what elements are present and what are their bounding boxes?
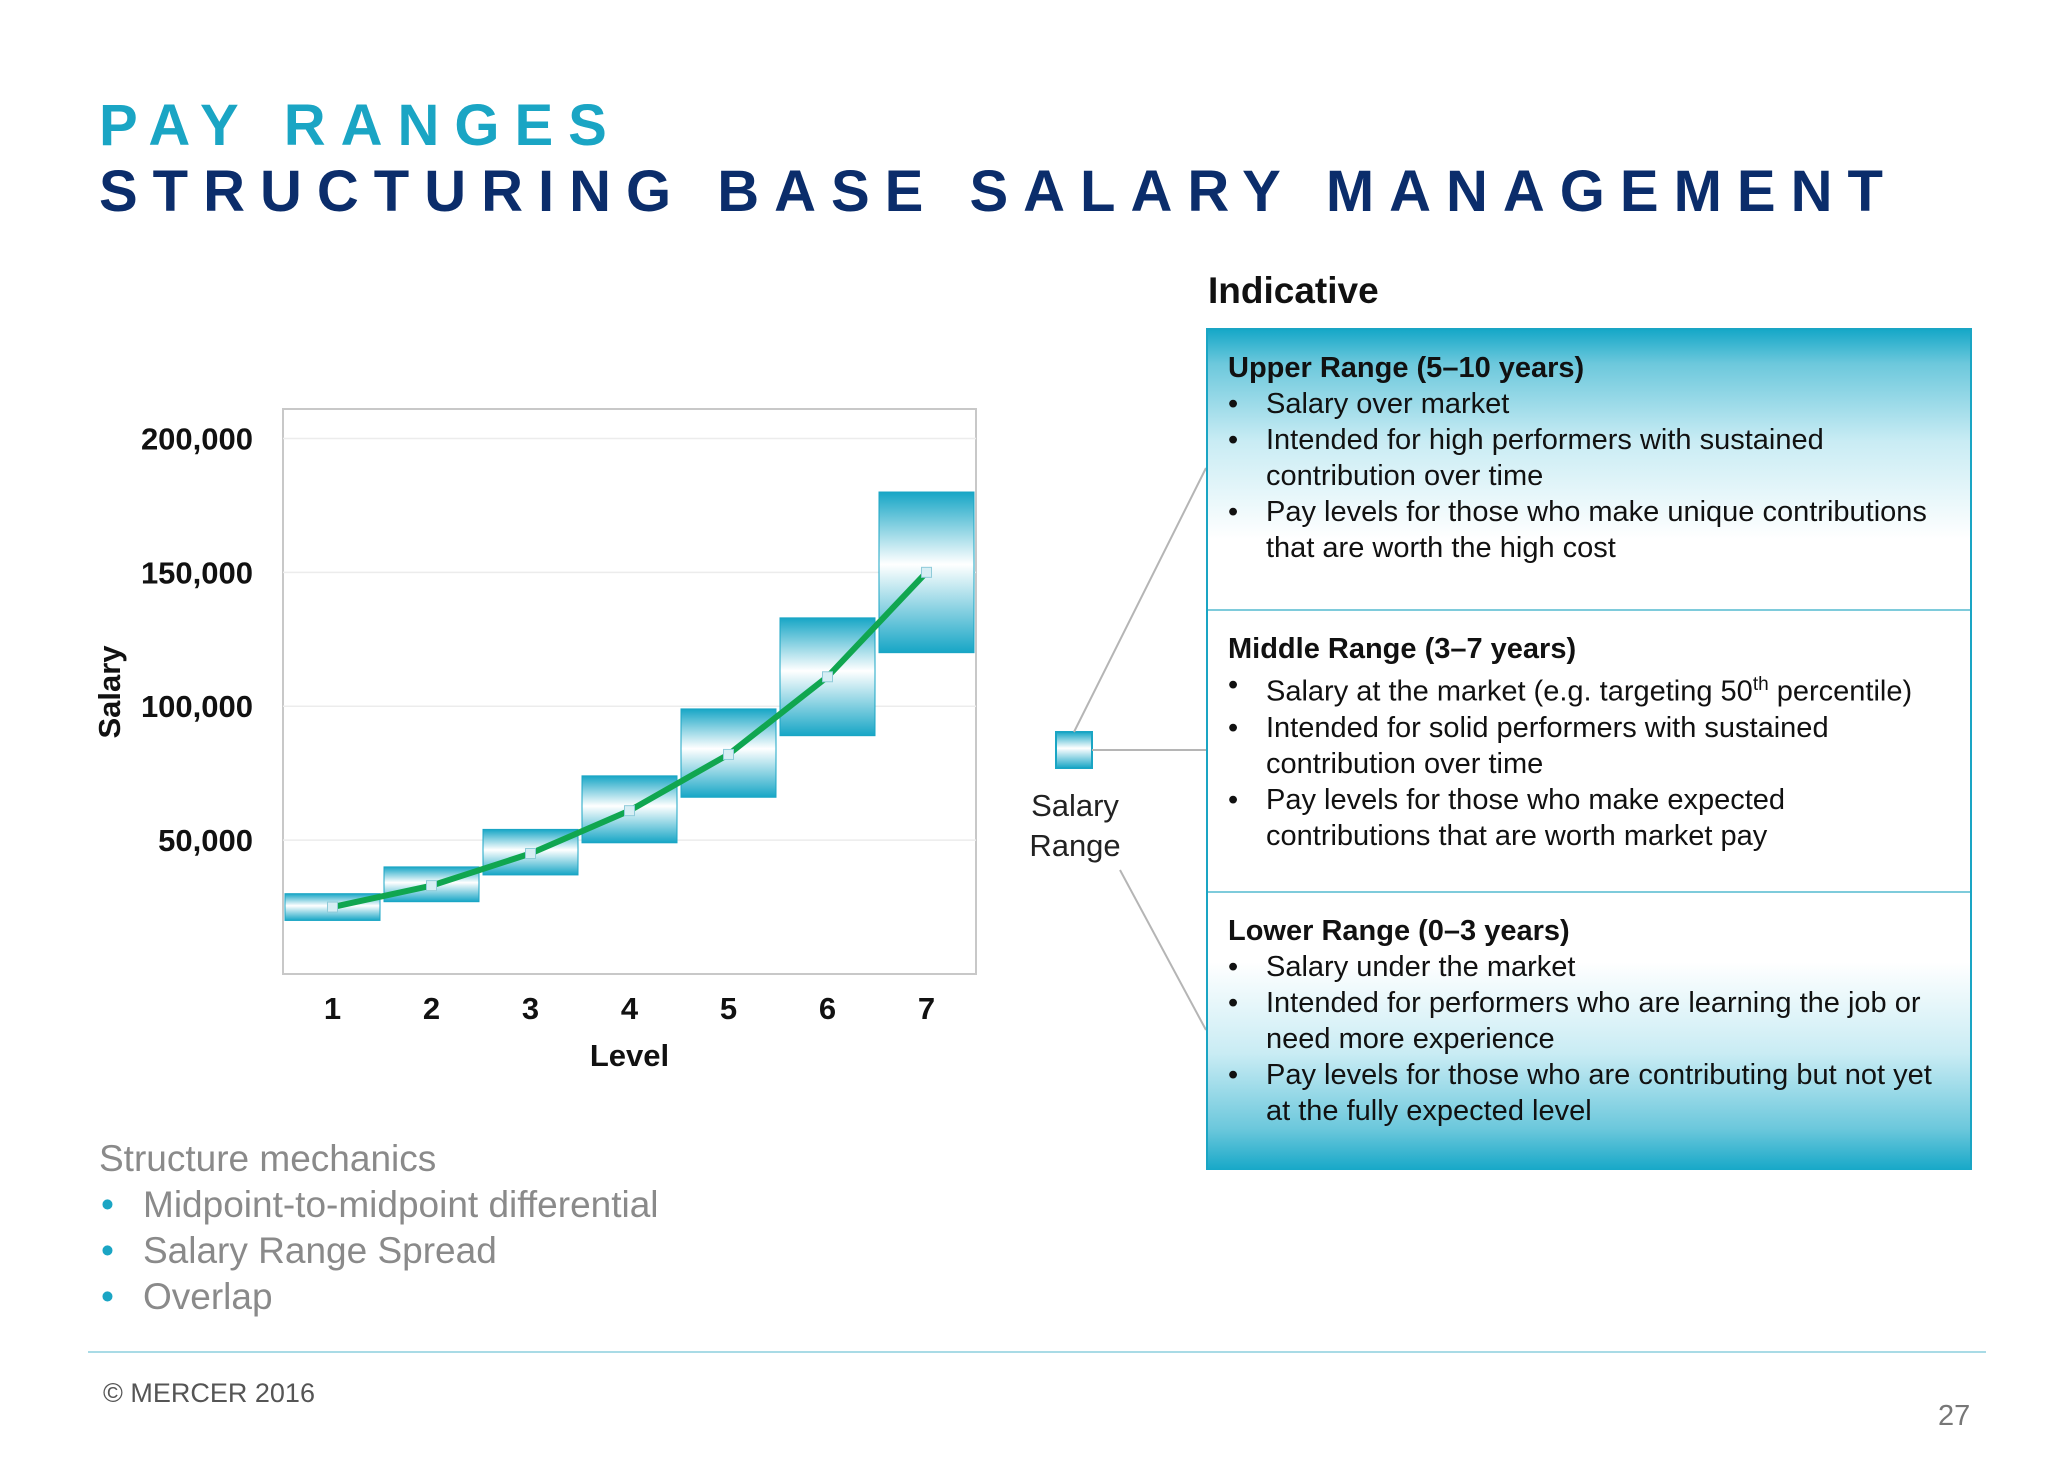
midpoint-marker bbox=[426, 880, 437, 892]
midpoint-line-group bbox=[327, 566, 932, 913]
copyright: © MERCER 2016 bbox=[103, 1378, 315, 1408]
list-item: Salary under the market bbox=[1228, 949, 1952, 985]
list-item: Intended for performers who are learning… bbox=[1228, 985, 1952, 1057]
list-item: Midpoint-to-midpoint differential bbox=[99, 1182, 659, 1228]
midpoint-marker bbox=[723, 748, 734, 760]
y-tick-label: 50,000 bbox=[158, 823, 253, 858]
title-line-1: PAY RANGES bbox=[99, 93, 622, 158]
lower-range-bullets: Salary under the market Intended for per… bbox=[1228, 949, 1952, 1129]
x-tick-label: 6 bbox=[819, 991, 836, 1026]
mechanics-list: Midpoint-to-midpoint differential Salary… bbox=[99, 1182, 659, 1320]
list-item: Pay levels for those who make expected c… bbox=[1228, 782, 1952, 854]
list-item: Salary Range Spread bbox=[99, 1228, 659, 1274]
x-axis-label: Level bbox=[590, 1038, 669, 1073]
list-item: Intended for solid performers with susta… bbox=[1228, 710, 1952, 782]
salary-range-swatch-icon bbox=[1055, 731, 1093, 769]
mechanics-heading: Structure mechanics bbox=[99, 1138, 437, 1179]
axis-labels: 50,000 100,000 150,000 200,000 1 2 3 4 5 6 7 Level S… bbox=[92, 421, 935, 1073]
midpoint-marker bbox=[822, 671, 833, 683]
y-axis-label: Salary bbox=[92, 645, 127, 739]
upper-range-section: Upper Range (5–10 years) Salary over mar… bbox=[1208, 330, 1970, 611]
x-tick-label: 2 bbox=[423, 991, 440, 1026]
upper-range-bullets: Salary over market Intended for high per… bbox=[1228, 386, 1952, 566]
list-item: Pay levels for those who are contributin… bbox=[1228, 1057, 1952, 1129]
list-item: Intended for high performers with sustai… bbox=[1228, 422, 1952, 494]
midpoint-marker bbox=[921, 566, 932, 578]
x-tick-label: 7 bbox=[918, 991, 935, 1026]
middle-range-section: Middle Range (3–7 years) Salary at the m… bbox=[1208, 611, 1970, 893]
x-tick-label: 1 bbox=[324, 991, 341, 1026]
middle-range-bullets: Salary at the market (e.g. targeting 50t… bbox=[1228, 667, 1952, 854]
title-line-2: STRUCTURING BASE SALARY MANAGEMENT bbox=[99, 159, 1898, 224]
y-tick-label: 100,000 bbox=[141, 689, 253, 724]
list-item: Pay levels for those who make unique con… bbox=[1228, 494, 1952, 566]
footer-divider bbox=[88, 1351, 1986, 1353]
lower-range-section: Lower Range (0–3 years) Salary under the… bbox=[1208, 893, 1970, 1170]
range-description-panel: Upper Range (5–10 years) Salary over mar… bbox=[1206, 328, 1972, 1170]
lower-range-title: Lower Range (0–3 years) bbox=[1228, 915, 1570, 947]
y-tick-label: 200,000 bbox=[141, 421, 253, 456]
midpoint-marker bbox=[525, 848, 536, 860]
page-number: 27 bbox=[1938, 1400, 1971, 1432]
legend-label-line-1: Salary bbox=[1031, 788, 1119, 823]
x-tick-label: 3 bbox=[522, 991, 539, 1026]
connector-lower bbox=[1119, 869, 1207, 1031]
midpoint-marker bbox=[624, 805, 635, 817]
list-item: Salary over market bbox=[1228, 386, 1952, 422]
upper-range-title: Upper Range (5–10 years) bbox=[1228, 352, 1585, 384]
connector-upper bbox=[1073, 467, 1207, 733]
legend-connectors bbox=[1055, 467, 1207, 1031]
list-item: Overlap bbox=[99, 1274, 659, 1320]
structure-mechanics: Structure mechanics Midpoint-to-midpoint… bbox=[99, 1136, 659, 1320]
legend-label: Salary Range bbox=[1020, 786, 1130, 866]
middle-range-title: Middle Range (3–7 years) bbox=[1228, 633, 1577, 665]
x-tick-label: 4 bbox=[621, 991, 639, 1026]
list-item: Salary at the market (e.g. targeting 50t… bbox=[1228, 667, 1952, 710]
panel-heading: Indicative bbox=[1208, 270, 1379, 311]
legend-label-line-2: Range bbox=[1029, 828, 1121, 863]
x-tick-label: 5 bbox=[720, 991, 737, 1026]
midpoint-marker bbox=[327, 901, 338, 913]
y-tick-label: 150,000 bbox=[141, 555, 253, 590]
